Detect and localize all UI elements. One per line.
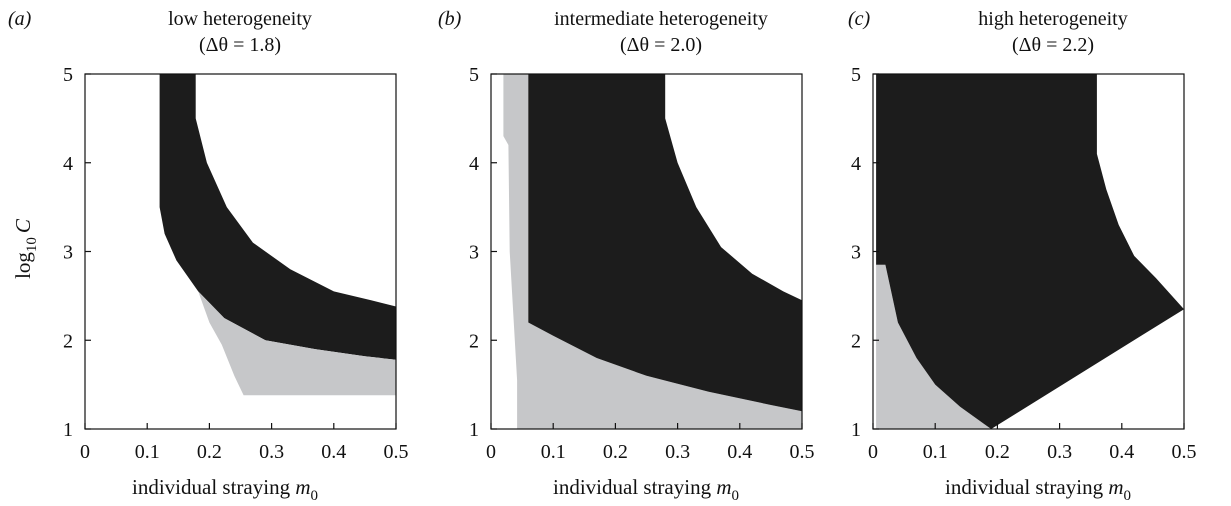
panel-b-letter: (b): [438, 8, 462, 30]
y-tick-label: 1: [63, 419, 73, 441]
x-axis-label-a: individual straying m0: [132, 475, 318, 504]
y-tick-label: 5: [63, 64, 73, 86]
x-tick-label: 0.2: [603, 441, 628, 463]
x-axis-label-b: individual straying m0: [553, 475, 739, 504]
panel-a-title: low heterogeneity: [168, 8, 312, 30]
x-tick-label: 0.5: [790, 441, 815, 463]
x-tick-label: 0: [80, 441, 90, 463]
x-tick-label: 0.3: [259, 441, 284, 463]
y-tick-label: 1: [851, 419, 861, 441]
y-tick-label: 5: [469, 64, 479, 86]
x-tick-label: 0.3: [1047, 441, 1072, 463]
plot-area: [159, 74, 396, 396]
y-axis-label: log10C: [11, 218, 40, 279]
light-region: [503, 74, 802, 429]
y-tick-label: 3: [63, 242, 73, 264]
y-tick-label: 2: [851, 330, 861, 352]
dark-region: [528, 74, 802, 412]
x-tick-label: 0.4: [727, 441, 752, 463]
x-tick-label: 0.4: [1109, 441, 1134, 463]
y-tick-label: 2: [469, 330, 479, 352]
x-tick-label: 0.1: [135, 441, 160, 463]
panel-a: (a) low heterogeneity (Δθ = 1.8) 1 2 3 4 5 0 0…: [8, 8, 409, 463]
dark-region: [876, 74, 1184, 429]
panel-c-letter: (c): [848, 8, 871, 30]
panel-b: (b) intermediate heterogeneity (Δθ = 2.0…: [438, 8, 815, 463]
panel-b-title: intermediate heterogeneity: [554, 8, 768, 30]
dark-region: [159, 74, 396, 360]
y-tick-label: 3: [469, 242, 479, 264]
x-axis-label-c: individual straying m0: [945, 475, 1131, 504]
x-tick-label: 0.2: [985, 441, 1010, 463]
y-tick-label: 4: [63, 153, 73, 175]
panel-c-plot: 1 2 3 4 5 0 0.1 0.2 0.3 0.4 0.5: [851, 64, 1197, 463]
x-tick-label: 0.1: [923, 441, 948, 463]
panel-a-plot: 1 2 3 4 5 0 0.1 0.2 0.3 0.4 0.5: [63, 64, 409, 463]
light-region: [198, 291, 396, 396]
light-region: [876, 264, 992, 429]
x-tick-label: 0.1: [541, 441, 566, 463]
y-tick-label: 2: [63, 330, 73, 352]
x-tick-label: 0.5: [1172, 441, 1197, 463]
panel-b-plot: 1 2 3 4 5 0 0.1 0.2 0.3 0.4 0.5: [469, 64, 815, 463]
panel-c-subtitle: (Δθ = 2.2): [1012, 34, 1094, 56]
panel-b-subtitle: (Δθ = 2.0): [620, 34, 702, 56]
x-tick-label: 0.2: [197, 441, 222, 463]
plot-area: [503, 74, 802, 429]
x-tick-label: 0.3: [665, 441, 690, 463]
x-tick-label: 0.4: [321, 441, 346, 463]
y-tick-label: 3: [851, 242, 861, 264]
panel-c: (c) high heterogeneity (Δθ = 2.2) 1 2 3 4 5 0…: [848, 8, 1197, 463]
panel-c-title: high heterogeneity: [978, 8, 1127, 30]
y-tick-label: 4: [469, 153, 479, 175]
x-tick-label: 0: [486, 441, 496, 463]
x-tick-label: 0: [868, 441, 878, 463]
y-tick-label: 4: [851, 153, 861, 175]
panel-a-letter: (a): [8, 8, 32, 30]
y-tick-label: 5: [851, 64, 861, 86]
plot-area: [876, 74, 1184, 429]
panel-a-subtitle: (Δθ = 1.8): [199, 34, 281, 56]
y-tick-label: 1: [469, 419, 479, 441]
x-tick-label: 0.5: [384, 441, 409, 463]
